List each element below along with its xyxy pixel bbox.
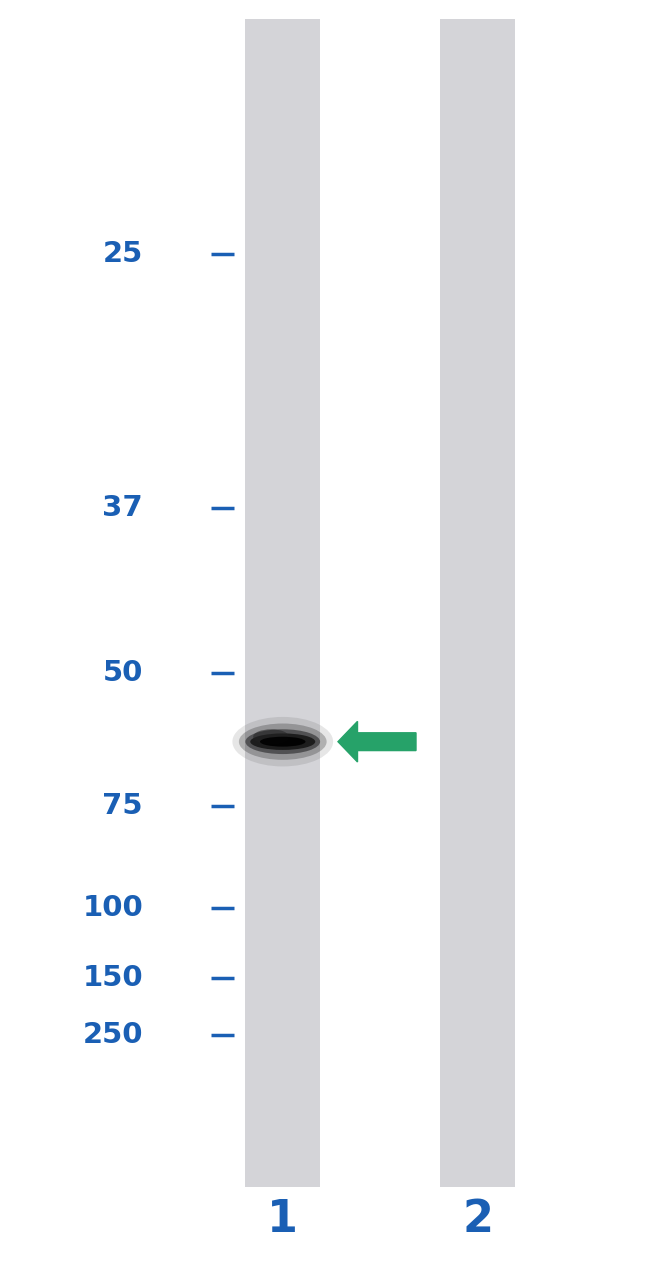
Text: 2: 2 (462, 1198, 493, 1241)
Bar (246, 19, 320, 1187)
Text: 25: 25 (103, 240, 143, 268)
Bar (441, 19, 515, 1187)
Text: 100: 100 (83, 894, 143, 922)
Ellipse shape (233, 716, 333, 767)
Ellipse shape (250, 734, 315, 749)
Ellipse shape (254, 729, 289, 744)
Text: 250: 250 (83, 1021, 143, 1049)
Text: 150: 150 (83, 964, 143, 992)
Text: 37: 37 (102, 494, 143, 522)
Ellipse shape (260, 737, 306, 747)
Text: 75: 75 (103, 792, 143, 820)
Text: 1: 1 (267, 1198, 298, 1241)
Ellipse shape (239, 724, 326, 759)
Ellipse shape (246, 729, 320, 754)
Text: 50: 50 (103, 659, 143, 687)
FancyArrow shape (338, 721, 416, 762)
